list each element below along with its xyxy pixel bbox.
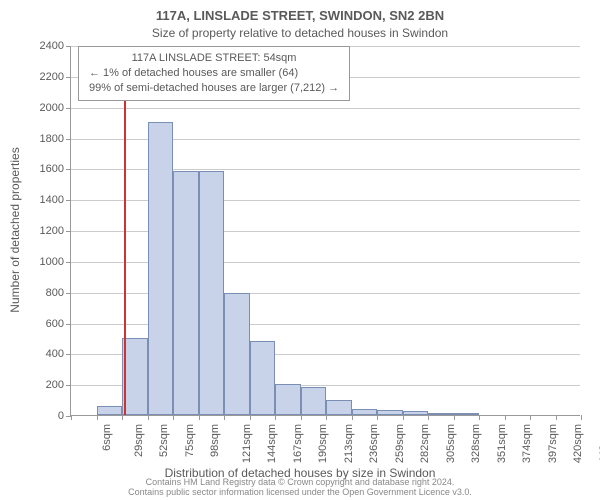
y-tick-label: 200 — [46, 379, 64, 391]
x-tick — [352, 415, 353, 420]
x-tick — [148, 415, 149, 420]
y-tick-label: 0 — [58, 410, 64, 422]
x-tick — [301, 415, 302, 420]
x-tick-label: 397sqm — [547, 424, 559, 463]
y-axis-title: Number of detached properties — [8, 147, 22, 312]
histogram-bar — [199, 171, 225, 415]
histogram-bar — [224, 293, 250, 415]
x-tick — [454, 415, 455, 420]
x-tick-label: 6sqm — [101, 424, 113, 451]
y-tick — [66, 46, 71, 47]
y-tick-label: 1200 — [40, 225, 64, 237]
annotation-line3: 99% of semi-detached houses are larger (… — [89, 81, 339, 96]
x-tick — [199, 415, 200, 420]
histogram-bar — [403, 411, 429, 415]
histogram-bar — [428, 413, 454, 415]
x-tick-label: 374sqm — [521, 424, 533, 463]
histogram-bar — [275, 384, 301, 415]
y-tick-label: 1800 — [40, 133, 64, 145]
y-tick — [66, 139, 71, 140]
histogram-bar — [148, 122, 174, 415]
annotation-line2: ← 1% of detached houses are smaller (64) — [89, 66, 339, 81]
chart-subtitle: Size of property relative to detached ho… — [0, 26, 600, 40]
y-tick — [66, 385, 71, 386]
x-tick — [173, 415, 174, 420]
x-tick-label: 75sqm — [184, 424, 196, 457]
y-tick — [66, 77, 71, 78]
x-tick-label: 328sqm — [470, 424, 482, 463]
x-tick — [377, 415, 378, 420]
x-tick-label: 420sqm — [572, 424, 584, 463]
x-tick-label: 351sqm — [496, 424, 508, 463]
histogram-bar — [250, 341, 276, 415]
x-tick — [326, 415, 327, 420]
annotation-box: 117A LINSLADE STREET: 54sqm ← 1% of deta… — [78, 46, 350, 101]
x-tick-label: 236sqm — [368, 424, 380, 463]
x-tick-label: 259sqm — [394, 424, 406, 463]
y-tick-label: 400 — [46, 348, 64, 360]
histogram-bar — [301, 387, 327, 415]
y-tick-label: 2200 — [40, 71, 64, 83]
annotation-line1: 117A LINSLADE STREET: 54sqm — [89, 51, 339, 66]
x-tick-label: 305sqm — [445, 424, 457, 463]
histogram-bar — [173, 171, 199, 415]
y-tick-label: 2000 — [40, 102, 64, 114]
x-tick-label: 121sqm — [241, 424, 253, 463]
x-tick-label: 190sqm — [317, 424, 329, 463]
x-tick — [581, 415, 582, 420]
y-tick-label: 1400 — [40, 194, 64, 206]
marker-line — [124, 46, 126, 415]
y-tick-label: 1000 — [40, 256, 64, 268]
x-tick — [275, 415, 276, 420]
x-tick — [122, 415, 123, 420]
x-tick — [556, 415, 557, 420]
x-tick-label: 29sqm — [133, 424, 145, 457]
x-tick — [479, 415, 480, 420]
x-tick-label: 52sqm — [158, 424, 170, 457]
y-tick — [66, 324, 71, 325]
histogram-bar — [454, 413, 480, 415]
histogram-bar — [97, 406, 123, 415]
y-tick — [66, 231, 71, 232]
grid-line — [71, 108, 580, 109]
histogram-bar — [377, 410, 403, 415]
y-tick-label: 2400 — [40, 40, 64, 52]
x-tick — [71, 415, 72, 420]
histogram-bar — [326, 400, 352, 415]
y-tick — [66, 200, 71, 201]
x-tick-label: 213sqm — [343, 424, 355, 463]
y-tick — [66, 108, 71, 109]
x-tick — [530, 415, 531, 420]
x-tick-label: 167sqm — [292, 424, 304, 463]
y-tick-label: 600 — [46, 318, 64, 330]
chart-plot-area — [70, 46, 580, 416]
footer-attribution: Contains HM Land Registry data © Crown c… — [0, 478, 600, 498]
footer-line2: Contains public sector information licen… — [0, 488, 600, 498]
x-tick — [250, 415, 251, 420]
y-tick-label: 1600 — [40, 163, 64, 175]
x-tick — [403, 415, 404, 420]
y-tick — [66, 262, 71, 263]
y-tick — [66, 169, 71, 170]
chart-title: 117A, LINSLADE STREET, SWINDON, SN2 2BN — [0, 8, 600, 23]
y-tick-label: 800 — [46, 287, 64, 299]
histogram-bar — [352, 409, 378, 415]
x-tick-label: 144sqm — [266, 424, 278, 463]
x-tick — [505, 415, 506, 420]
x-tick-label: 98sqm — [209, 424, 221, 457]
x-tick — [97, 415, 98, 420]
x-tick — [224, 415, 225, 420]
y-tick — [66, 354, 71, 355]
x-tick — [428, 415, 429, 420]
x-tick-label: 282sqm — [419, 424, 431, 463]
y-tick — [66, 293, 71, 294]
